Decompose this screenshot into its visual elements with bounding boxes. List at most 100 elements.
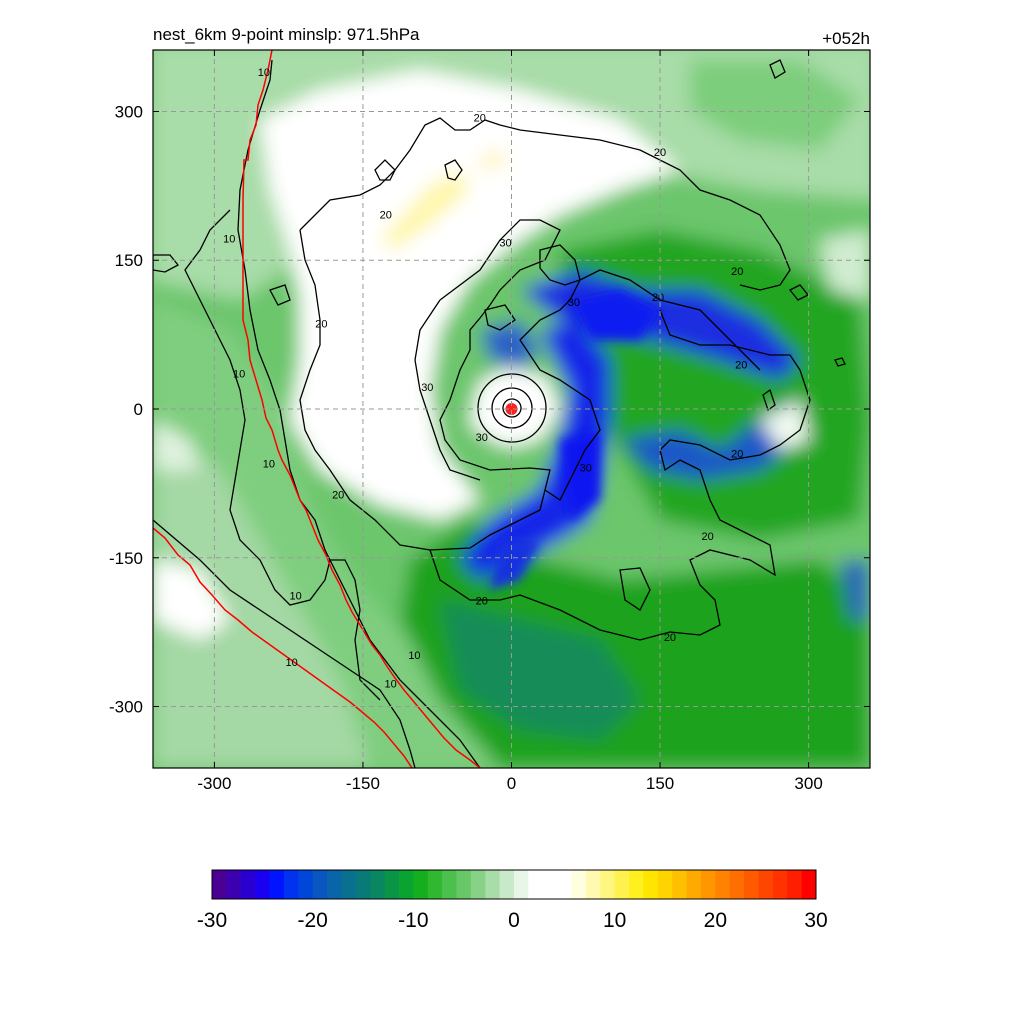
contour-label-text: 20 [731,449,743,461]
contour-label-text: 10 [385,679,397,691]
colorbar-swatch [384,870,400,899]
contour-label: 10 [233,368,245,380]
colorbar-swatch [442,870,457,899]
x-tick-label: -300 [197,774,231,793]
colorbar-swatch [801,870,817,899]
y-tick-label: 150 [115,251,143,270]
forecast-hour-label: +052h [822,29,870,48]
colorbar-swatch [700,870,716,899]
contour-label-text: 10 [286,657,298,669]
colorbar-swatch [629,870,644,899]
colorbar-swatch [485,870,501,899]
colorbar-swatch [772,870,788,899]
colorbar-swatch [686,870,702,899]
contour-label-text: 20 [476,595,488,607]
colorbar-swatch [585,870,601,899]
storm-center-marker [505,403,518,415]
y-tick-label: 0 [134,400,143,419]
shaded-field: 1010101010101010202020202020202020202020… [153,50,870,768]
contour-label-text: 20 [652,292,664,304]
x-tick-label: -150 [346,774,380,793]
contour-label: 20 [731,449,743,461]
colorbar-swatch [413,870,429,899]
contour-label: 30 [421,382,433,394]
colorbar-swatch [729,870,745,899]
colorbar-swatch [758,870,774,899]
contour-label: 20 [701,531,713,543]
x-tick-label: 150 [646,774,674,793]
contour-label: 10 [289,590,301,602]
colorbar-swatch [614,870,630,899]
colorbar-swatch [370,870,386,899]
colorbar-swatch [470,870,486,899]
contour-label: 10 [408,650,420,662]
colorbar-tick-label: 20 [704,909,727,932]
colorbar-swatch [341,870,357,899]
colorbar-tick-label: 30 [804,909,827,932]
colorbar-swatch [514,870,529,899]
x-tick-label: 300 [794,774,822,793]
colorbar-swatch [283,870,299,899]
contour-label: 20 [664,632,676,644]
contour-label-text: 30 [476,432,488,444]
y-tick-label: 300 [115,102,143,121]
colorbar-swatch [298,870,314,899]
contour-label: 20 [474,112,486,124]
contour-label-text: 20 [731,266,743,278]
contour-label-text: 10 [233,368,245,380]
colorbar-swatch [672,870,688,899]
colorbar-swatch [744,870,759,899]
colorbar: -30 -20 -10 0 10 20 30 [197,869,828,932]
contour-label-text: 30 [568,297,580,309]
contour-label-text: 30 [580,463,592,475]
colorbar-swatch [542,870,558,899]
contour-label: 20 [315,319,327,331]
colorbar-swatch [255,870,271,899]
contour-label: 30 [568,297,580,309]
colorbar-swatch [398,870,414,899]
colorbar-tick-label: -30 [197,909,227,932]
colorbar-swatch [643,870,659,899]
contour-label-text: 10 [263,459,275,471]
colorbar-swatch [327,870,342,899]
colorbar-swatch [571,870,587,899]
contour-label: 10 [286,657,298,669]
colorbar-swatch [355,870,371,899]
colorbar-swatch [212,870,227,899]
colorbar-frame [211,869,817,900]
y-tick-label: -150 [109,549,143,568]
contour-label: 20 [476,595,488,607]
contour-label-text: 20 [380,210,392,222]
contour-label: 30 [476,432,488,444]
contour-label-text: 10 [223,233,235,245]
contour-label-text: 10 [408,650,420,662]
coastline [153,50,481,768]
colorbar-tick-label: 0 [508,909,520,932]
contour-label: 30 [580,463,592,475]
colorbar-tick-label: -20 [297,909,327,932]
contour-label-text: 20 [701,531,713,543]
colorbar-swatch [657,870,673,899]
colorbar-swatch [456,870,472,899]
contour-label-text: 20 [474,112,486,124]
contour-label-text: 20 [315,319,327,331]
contour-label-text: 10 [289,590,301,602]
contour-label: 30 [499,237,511,249]
colorbar-tick-label: 10 [603,909,626,932]
contour-label: 20 [332,489,344,501]
colorbar-swatch [557,870,573,899]
contour-labels: 1010101010101010202020202020202020202020… [223,67,747,691]
x-tick-label: 0 [507,774,516,793]
contour-label-text: 20 [332,489,344,501]
colorbar-swatch [715,870,731,899]
colorbar-swatch [528,870,544,899]
contour-label: 20 [735,359,747,371]
contour-label: 20 [652,292,664,304]
axes: -300 -150 0 150 300 300 150 0 -150 -300 [109,50,870,793]
grid-lines [153,50,870,768]
y-tick-label: -300 [109,698,143,717]
contour-label-text: 30 [421,382,433,394]
colorbar-swatch [787,870,803,899]
contour-label-text: 20 [735,359,747,371]
